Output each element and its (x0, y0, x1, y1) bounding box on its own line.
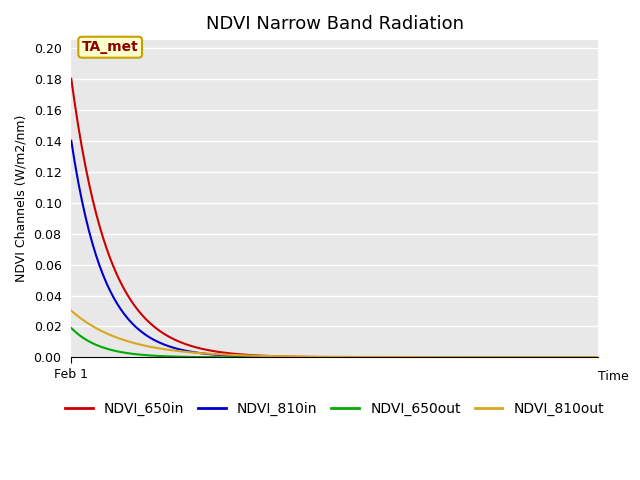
NDVI_650out (67, 325, 75, 331)
NDVI_810in (381, 355, 388, 360)
NDVI_650in (69, 89, 77, 95)
NDVI_810out (511, 354, 519, 360)
NDVI_810in (69, 149, 77, 155)
NDVI_810in (594, 355, 602, 360)
NDVI_650in (511, 355, 519, 360)
Line: NDVI_650in: NDVI_650in (71, 79, 598, 358)
NDVI_650in (67, 76, 75, 82)
NDVI_810out (390, 354, 397, 360)
NDVI_810out (594, 354, 602, 360)
NDVI_810in (67, 138, 75, 144)
Legend: NDVI_650in, NDVI_810in, NDVI_650out, NDVI_810out: NDVI_650in, NDVI_810in, NDVI_650out, NDV… (60, 396, 610, 421)
NDVI_810in (511, 355, 519, 360)
NDVI_650out (390, 355, 397, 360)
NDVI_810out (379, 354, 387, 360)
Line: NDVI_810out: NDVI_810out (71, 311, 598, 357)
NDVI_650out (594, 355, 602, 360)
NDVI_810out (381, 354, 388, 360)
NDVI_650in (390, 355, 397, 360)
NDVI_810out (69, 309, 77, 315)
NDVI_810in (390, 355, 397, 360)
NDVI_650out (511, 355, 519, 360)
NDVI_650out (69, 327, 77, 333)
Text: TA_met: TA_met (82, 40, 138, 54)
NDVI_650out (381, 355, 388, 360)
NDVI_650in (545, 355, 552, 360)
NDVI_650in (381, 355, 388, 360)
NDVI_810in (379, 355, 387, 360)
NDVI_810out (67, 308, 75, 313)
Y-axis label: NDVI Channels (W/m2/nm): NDVI Channels (W/m2/nm) (15, 115, 28, 282)
Line: NDVI_810in: NDVI_810in (71, 141, 598, 358)
NDVI_810in (545, 355, 552, 360)
NDVI_650in (379, 355, 387, 360)
X-axis label: Time: Time (598, 370, 629, 383)
NDVI_650out (545, 355, 552, 360)
Line: NDVI_650out: NDVI_650out (71, 328, 598, 358)
Title: NDVI Narrow Band Radiation: NDVI Narrow Band Radiation (205, 15, 463, 33)
NDVI_650out (379, 355, 387, 360)
NDVI_810out (545, 354, 552, 360)
NDVI_650in (594, 355, 602, 360)
